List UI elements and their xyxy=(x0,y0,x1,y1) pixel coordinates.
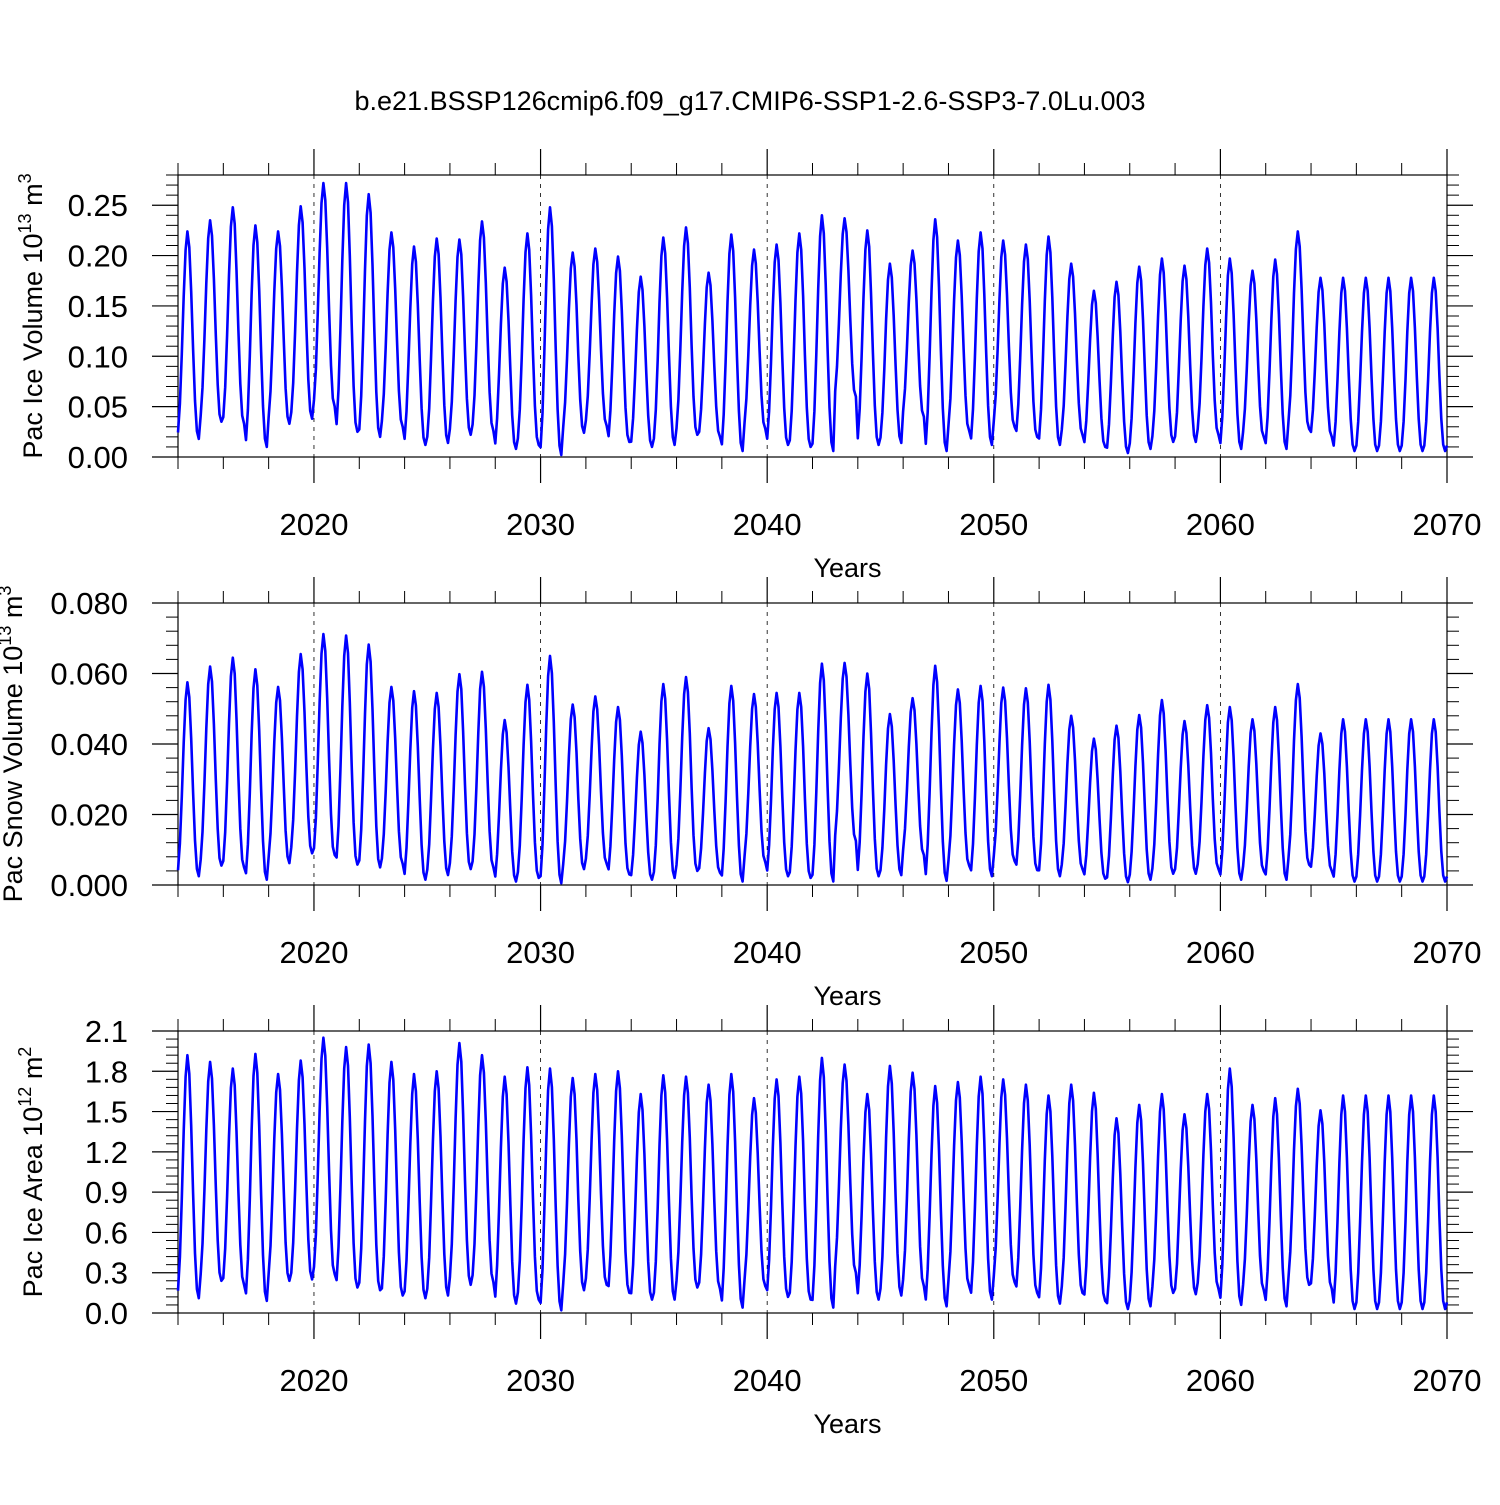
y-tick-label: 0.6 xyxy=(85,1215,128,1250)
x-tick-label: 2050 xyxy=(959,935,1028,970)
panel-ice-area: 0.0 0.3 0.6 0.9 1.2 1.5 1.8 2.1 2020 2030 2040 2050… xyxy=(15,1005,1481,1439)
x-tick-label: 2020 xyxy=(279,935,348,970)
y-tick-label: 0.9 xyxy=(85,1175,128,1210)
x-tick-label: 2020 xyxy=(279,1363,348,1398)
x-tick-label: 2020 xyxy=(279,507,348,542)
y-tick-label: 2.1 xyxy=(85,1014,128,1049)
y-axis-label: Pac Ice Area 1012 m2 xyxy=(15,1047,48,1298)
y-tick-label: 0.060 xyxy=(50,657,128,692)
x-tick-label: 2030 xyxy=(506,1363,575,1398)
x-tick-label: 2040 xyxy=(733,507,802,542)
panel-ice-volume: 0.00 0.05 0.10 0.15 0.20 0.25 2020 2030 2040 2050… xyxy=(15,149,1481,583)
y-tick-label: 0.15 xyxy=(68,289,128,324)
x-axis-label: Years xyxy=(813,981,881,1011)
y-axis-label: Pac Snow Volume 1013 m3 xyxy=(0,586,28,903)
y-tick-label: 0.25 xyxy=(68,188,128,223)
y-tick-label: 0.20 xyxy=(68,239,128,274)
y-tick-label: 0.020 xyxy=(50,798,128,833)
y-tick-label: 1.2 xyxy=(85,1135,128,1170)
y-tick-label: 0.080 xyxy=(50,586,128,621)
x-tick-label: 2030 xyxy=(506,507,575,542)
x-axis-label: Years xyxy=(813,553,881,583)
x-tick-label: 2040 xyxy=(733,935,802,970)
x-tick-label: 2060 xyxy=(1186,935,1255,970)
y-tick-label: 0.040 xyxy=(50,727,128,762)
y-tick-label: 0.0 xyxy=(85,1296,128,1331)
y-tick-label: 0.3 xyxy=(85,1256,128,1291)
x-tick-label: 2070 xyxy=(1413,935,1482,970)
x-tick-label: 2050 xyxy=(959,1363,1028,1398)
x-tick-label: 2070 xyxy=(1413,1363,1482,1398)
y-tick-label: 0.05 xyxy=(68,390,128,425)
x-tick-label: 2040 xyxy=(733,1363,802,1398)
x-tick-label: 2050 xyxy=(959,507,1028,542)
figure-title: b.e21.BSSP126cmip6.f09_g17.CMIP6-SSP1-2.… xyxy=(354,86,1146,116)
series-line-ice-area xyxy=(176,1036,1449,1312)
y-tick-label: 1.5 xyxy=(85,1095,128,1130)
x-tick-label: 2070 xyxy=(1413,507,1482,542)
series-line-ice-volume xyxy=(176,181,1449,457)
x-axis-label: Years xyxy=(813,1409,881,1439)
y-tick-label: 0.000 xyxy=(50,868,128,903)
series-line-snow-volume xyxy=(176,632,1449,885)
x-tick-label: 2060 xyxy=(1186,507,1255,542)
y-tick-label: 0.10 xyxy=(68,339,128,374)
y-axis-label: Pac Ice Volume 1013 m3 xyxy=(15,173,48,458)
x-tick-label: 2060 xyxy=(1186,1363,1255,1398)
x-tick-label: 2030 xyxy=(506,935,575,970)
y-tick-label: 0.00 xyxy=(68,440,128,475)
y-tick-label: 1.8 xyxy=(85,1054,128,1089)
panel-snow-volume: 0.000 0.020 0.040 0.060 0.080 2020 2030 2040 205… xyxy=(0,577,1481,1011)
